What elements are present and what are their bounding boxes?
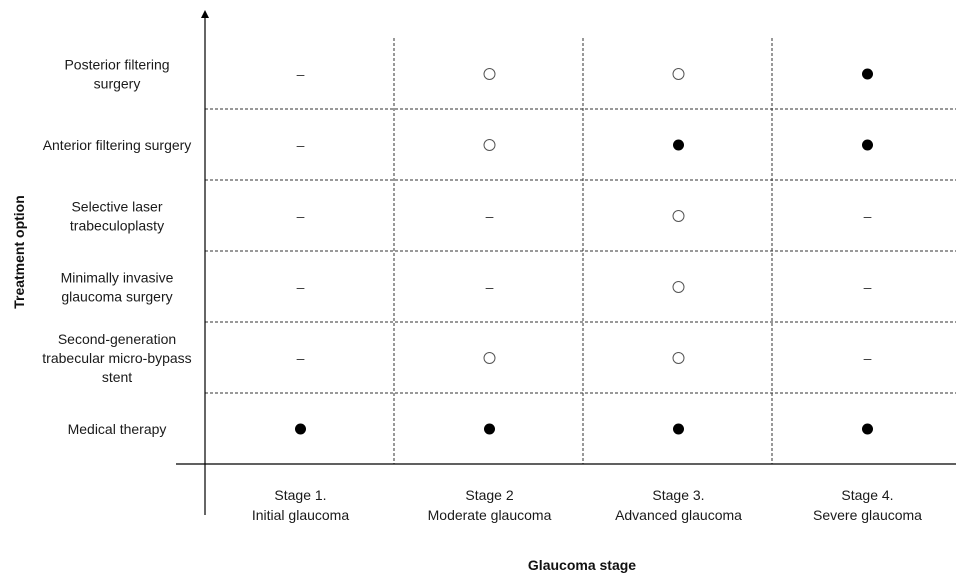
column-label-stage: Stage 3. (652, 487, 704, 503)
row-label: Minimally invasive glaucoma surgery (61, 270, 174, 305)
column-label-description: Severe glaucoma (813, 507, 922, 523)
open-circle-mark (483, 352, 496, 364)
row-label-line: Posterior filtering (64, 57, 169, 73)
column-label-description: Advanced glaucoma (615, 507, 742, 523)
open-circle-mark (672, 352, 685, 364)
row-label: Selective laser trabeculoplasty (70, 199, 164, 234)
filled-circle-mark (295, 423, 306, 435)
grid (205, 38, 956, 464)
column-label-description: Moderate glaucoma (428, 507, 552, 523)
filled-circle-mark (484, 423, 495, 435)
x-axis-title: Glaucoma stage (528, 557, 636, 573)
row-label-line: Selective laser (71, 199, 162, 215)
open-circle-mark (672, 68, 685, 80)
row-label: Medical therapy (68, 421, 167, 437)
row-label: Second-generation trabecular micro-bypass… (42, 331, 191, 385)
row-label-line: surgery (94, 76, 141, 92)
row-label-line: Minimally invasive (61, 270, 174, 286)
row-label-line: Medical therapy (68, 421, 167, 437)
dash-mark: – (864, 350, 872, 366)
dash-mark: – (297, 350, 305, 366)
dash-mark: – (864, 208, 872, 224)
filled-circle-mark (862, 139, 873, 151)
y-axis-title: Treatment option (11, 195, 27, 309)
filled-circle-mark (673, 139, 684, 151)
column-label-stage: Stage 2 (465, 487, 513, 503)
open-circle-mark (672, 210, 685, 222)
dash-mark: – (486, 279, 494, 295)
dash-mark: – (297, 66, 305, 82)
row-labels: Posterior filtering surgery Anterior filte… (42, 57, 191, 438)
y-axis-arrow-icon (201, 10, 209, 18)
row-label-line: glaucoma surgery (61, 289, 172, 305)
dash-mark: – (864, 279, 872, 295)
row-label-line: Second-generation (58, 331, 176, 347)
row-label-line: trabecular micro-bypass (42, 350, 191, 366)
row-label-line: Anterior filtering surgery (43, 137, 192, 153)
column-label-stage: Stage 1. (274, 487, 326, 503)
dash-mark: – (486, 208, 494, 224)
row-label: Anterior filtering surgery (43, 137, 192, 153)
filled-circle-mark (862, 68, 873, 80)
axes (176, 10, 956, 515)
open-circle-mark (672, 281, 685, 293)
row-label-line: stent (102, 369, 132, 385)
dash-mark: – (297, 137, 305, 153)
column-label-stage: Stage 4. (841, 487, 893, 503)
open-circle-mark (483, 139, 496, 151)
dash-mark: – (297, 208, 305, 224)
open-circle-mark (483, 68, 496, 80)
row-label: Posterior filtering surgery (64, 57, 169, 92)
column-labels: Stage 1. Initial glaucoma Stage 2 Moderate … (252, 487, 922, 523)
filled-circle-mark (862, 423, 873, 435)
filled-circle-mark (673, 423, 684, 435)
dash-mark: – (297, 279, 305, 295)
column-label-description: Initial glaucoma (252, 507, 349, 523)
cell-marks: – – – – – – – – – – (295, 66, 873, 435)
row-label-line: trabeculoplasty (70, 218, 164, 234)
